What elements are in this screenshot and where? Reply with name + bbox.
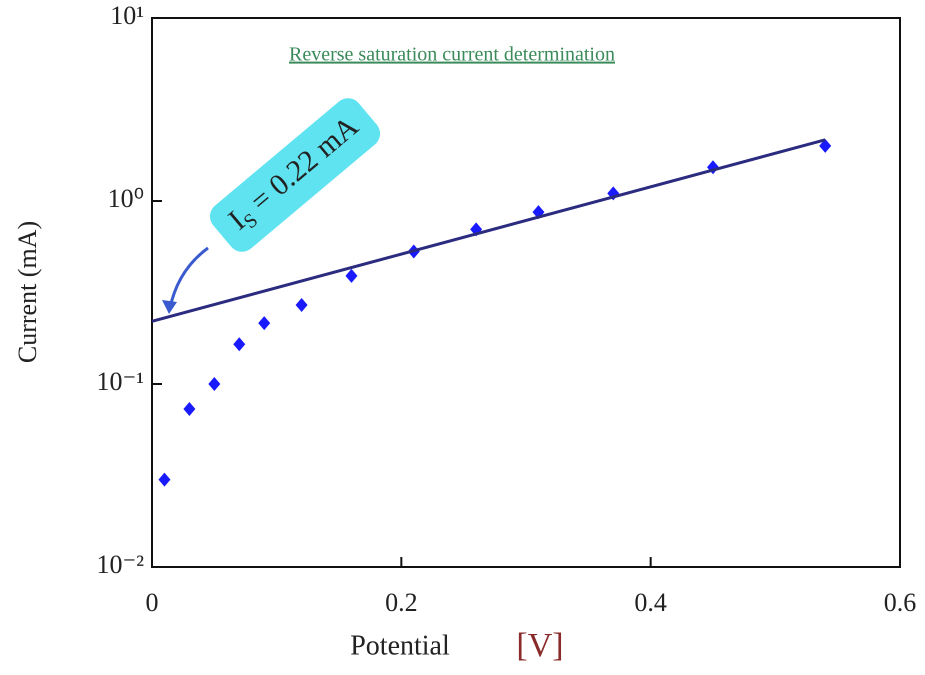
annotation-arrowhead <box>162 300 177 314</box>
annotation: IS = 0.22 mA <box>209 98 381 252</box>
data-point <box>345 268 358 283</box>
y-tick-label: 10¹ <box>110 1 144 30</box>
x-tick-label: 0 <box>146 588 159 617</box>
annotation-arrow <box>168 246 209 309</box>
data-point <box>258 316 271 331</box>
data-point <box>158 472 171 487</box>
data-point <box>208 377 221 391</box>
annotation-text: IS = 0.22 mA <box>222 109 367 239</box>
x-axis-unit: [V] <box>516 627 563 664</box>
fit-line <box>151 138 826 323</box>
data-point <box>295 298 308 313</box>
y-tick-label: 10⁻¹ <box>96 367 144 396</box>
plot-frame <box>151 17 901 568</box>
chart-title: Reverse saturation current determination <box>289 44 615 66</box>
data-point <box>233 337 246 352</box>
x-tick-label: 0.4 <box>634 588 667 617</box>
x-axis-label: Potential <box>350 630 450 661</box>
data-point <box>819 138 832 153</box>
y-tick-label: 10⁻² <box>96 550 144 579</box>
y-tick-label: 10⁰ <box>108 184 144 213</box>
x-tick-label: 0.2 <box>385 588 418 617</box>
annotation-box <box>209 98 381 252</box>
y-axis-label: Current (mA) <box>13 221 42 363</box>
data-point <box>183 402 196 417</box>
x-tick-label: 0.6 <box>884 588 917 617</box>
